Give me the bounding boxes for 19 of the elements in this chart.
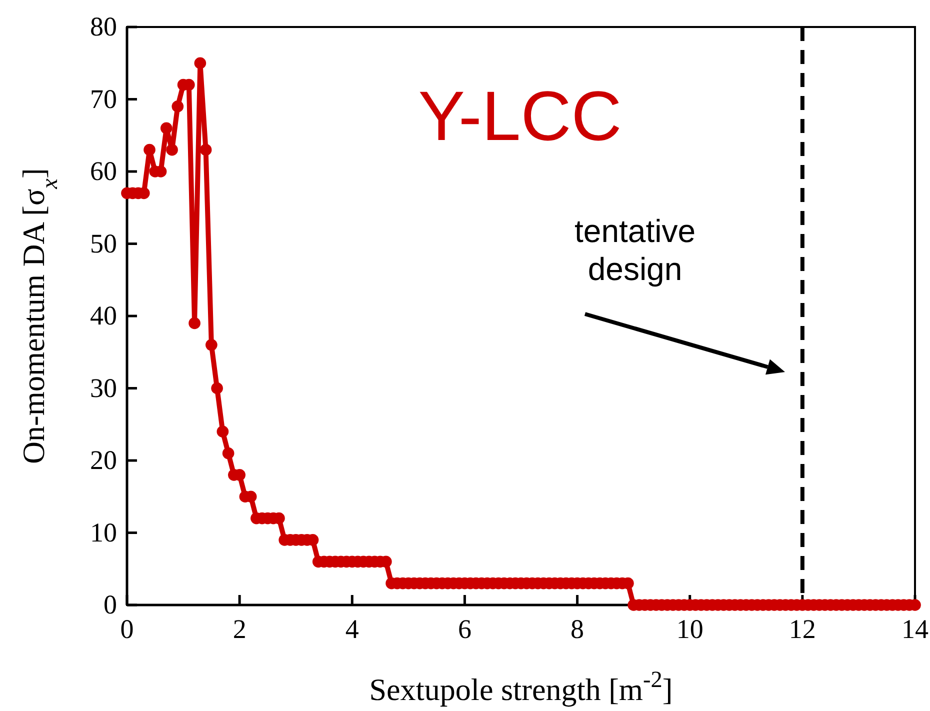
y-tick-label: 20 [90, 445, 117, 476]
y-tick-label: 50 [90, 228, 117, 258]
y-tick-label: 30 [90, 372, 117, 403]
x-tick-label: 12 [788, 614, 816, 644]
x-axis-title: Sextupole strength [m$^{-2}$] [369, 667, 673, 707]
x-tick-label: 6 [458, 614, 472, 644]
x-tick-label: 8 [570, 614, 584, 644]
annotation: tentative design [574, 213, 696, 287]
y-tick-label: 40 [90, 300, 117, 331]
x-tick-label: 2 [232, 614, 246, 644]
y-tick-label: 60 [90, 156, 117, 186]
x-tick-label: 10 [676, 614, 704, 644]
y-tick-label: 10 [90, 517, 117, 548]
y-tick-label: 80 [90, 12, 117, 42]
x-tick-label: 4 [345, 614, 360, 644]
text: Y-LCC [418, 77, 622, 155]
y-tick-label: 0 [104, 590, 117, 620]
y-tick-label: 70 [90, 84, 117, 114]
x-tick-label: 14 [902, 614, 929, 644]
